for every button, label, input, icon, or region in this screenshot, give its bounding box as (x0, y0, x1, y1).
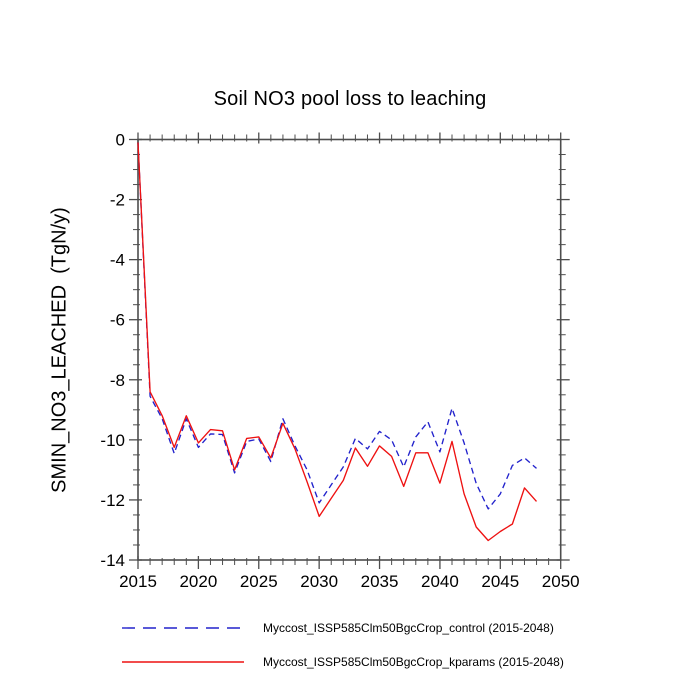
y-axis-tick-labels: 0 -2 -4 -6 -8 -10 -12 -14 (100, 131, 125, 571)
chart-title: Soil NO3 pool loss to leaching (213, 88, 487, 110)
legend-item-kparams: Myccost_ISSP585Clm50BgcCrop_kparams (201… (120, 655, 564, 669)
y-tick-label: 0 (116, 131, 125, 150)
x-tick-label: 2035 (361, 572, 399, 591)
y-tick-label: -2 (110, 191, 125, 210)
y-tick-label: -12 (100, 491, 125, 510)
x-tick-label: 2020 (179, 572, 217, 591)
x-tick-label: 2030 (300, 572, 338, 591)
y-tick-label: -14 (100, 551, 125, 570)
y-tick-label: -10 (100, 431, 125, 450)
plot-frame (137, 138, 562, 561)
y-tick-label: -4 (110, 251, 125, 270)
x-tick-label: 2025 (240, 572, 278, 591)
y-tick-label: -6 (110, 311, 125, 330)
legend-line-control-dashed (122, 627, 244, 629)
x-tick-label: 2015 (119, 572, 157, 591)
legend-line-kparams-solid (122, 661, 244, 663)
y-axis-ticks (129, 138, 570, 561)
y-tick-label: -8 (110, 371, 125, 390)
x-tick-label: 2045 (481, 572, 519, 591)
x-axis-ticks (137, 132, 562, 569)
legend-label-control: Myccost_ISSP585Clm50BgcCrop_control (201… (263, 621, 554, 635)
kparams-series-line (137, 142, 538, 542)
x-tick-label: 2050 (542, 572, 580, 591)
x-axis-tick-labels: 2015 2020 2025 2030 2035 2040 2045 2050 (119, 572, 580, 591)
x-tick-label: 2040 (421, 572, 459, 591)
legend-item-control: Myccost_ISSP585Clm50BgcCrop_control (201… (120, 621, 554, 635)
control-series-line (137, 142, 537, 510)
legend-label-kparams: Myccost_ISSP585Clm50BgcCrop_kparams (201… (263, 655, 564, 669)
